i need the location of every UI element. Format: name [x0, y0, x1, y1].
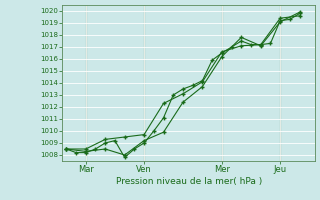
X-axis label: Pression niveau de la mer( hPa ): Pression niveau de la mer( hPa ) — [116, 177, 262, 186]
